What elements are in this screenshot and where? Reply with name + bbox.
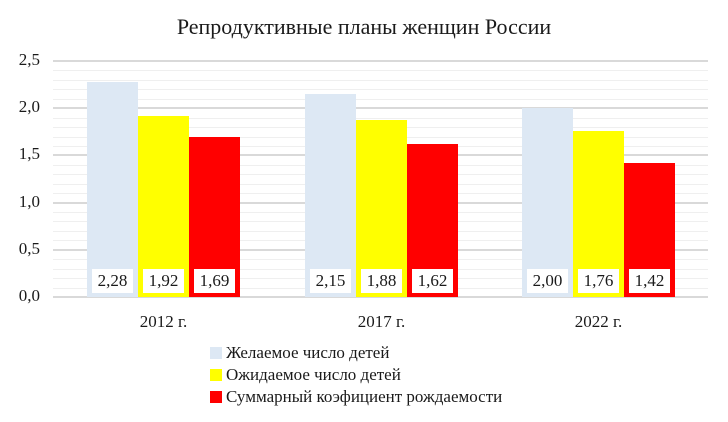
data-label: 2,00 xyxy=(527,269,568,293)
y-tick-label: 1,0 xyxy=(18,191,40,211)
bar xyxy=(138,115,189,297)
minor-gridline xyxy=(53,98,708,100)
data-label: 1,69 xyxy=(194,269,235,293)
y-tick-label: 2,0 xyxy=(18,97,40,117)
legend-label: Желаемое число детей xyxy=(226,343,390,362)
data-label: 1,92 xyxy=(143,269,184,293)
y-tick-label: 1,5 xyxy=(18,144,40,164)
data-label: 1,42 xyxy=(629,269,670,293)
bar xyxy=(522,108,573,297)
data-label: 1,62 xyxy=(412,269,453,293)
y-tick-label: 0,0 xyxy=(18,286,40,305)
legend-swatch-icon xyxy=(210,391,222,403)
y-tick-label: 2,5 xyxy=(18,50,40,69)
minor-gridline xyxy=(53,70,708,72)
major-gridline xyxy=(53,60,708,62)
minor-gridline xyxy=(53,79,708,81)
chart-title: Репродуктивные планы женщин России xyxy=(176,14,552,39)
legend-item: Желаемое число детей xyxy=(210,342,502,364)
data-label: 1,88 xyxy=(361,269,402,293)
legend-swatch-icon xyxy=(210,369,222,381)
legend: Желаемое число детей Ожидаемое число дете… xyxy=(210,342,502,408)
legend-swatch-icon xyxy=(210,347,222,359)
legend-label: Суммарный коэфициент рождаемости xyxy=(226,387,503,406)
major-gridline xyxy=(53,107,708,110)
x-category-label: 2012 г. xyxy=(139,312,188,331)
bar xyxy=(356,119,407,297)
plot-area: 2,28 1,92 1,69 2,15 1,88 1,62 2,00 1,76 1,42 xyxy=(53,60,708,298)
legend-item: Ожидаемое число детей xyxy=(210,364,502,386)
minor-gridline xyxy=(53,89,708,91)
data-label: 2,15 xyxy=(310,269,351,293)
legend-item: Суммарный коэфициент рождаемости xyxy=(210,386,502,408)
bar xyxy=(87,81,138,297)
y-tick-label: 0,5 xyxy=(18,238,40,258)
legend-label: Ожидаемое число детей xyxy=(226,365,401,384)
x-category-label: 2022 г. xyxy=(574,312,623,331)
data-label: 1,76 xyxy=(578,269,619,293)
bar xyxy=(305,94,356,297)
major-gridline xyxy=(53,296,708,298)
data-label: 2,28 xyxy=(92,269,133,293)
x-category-label: 2017 г. xyxy=(357,312,406,331)
minor-gridline xyxy=(53,117,708,119)
